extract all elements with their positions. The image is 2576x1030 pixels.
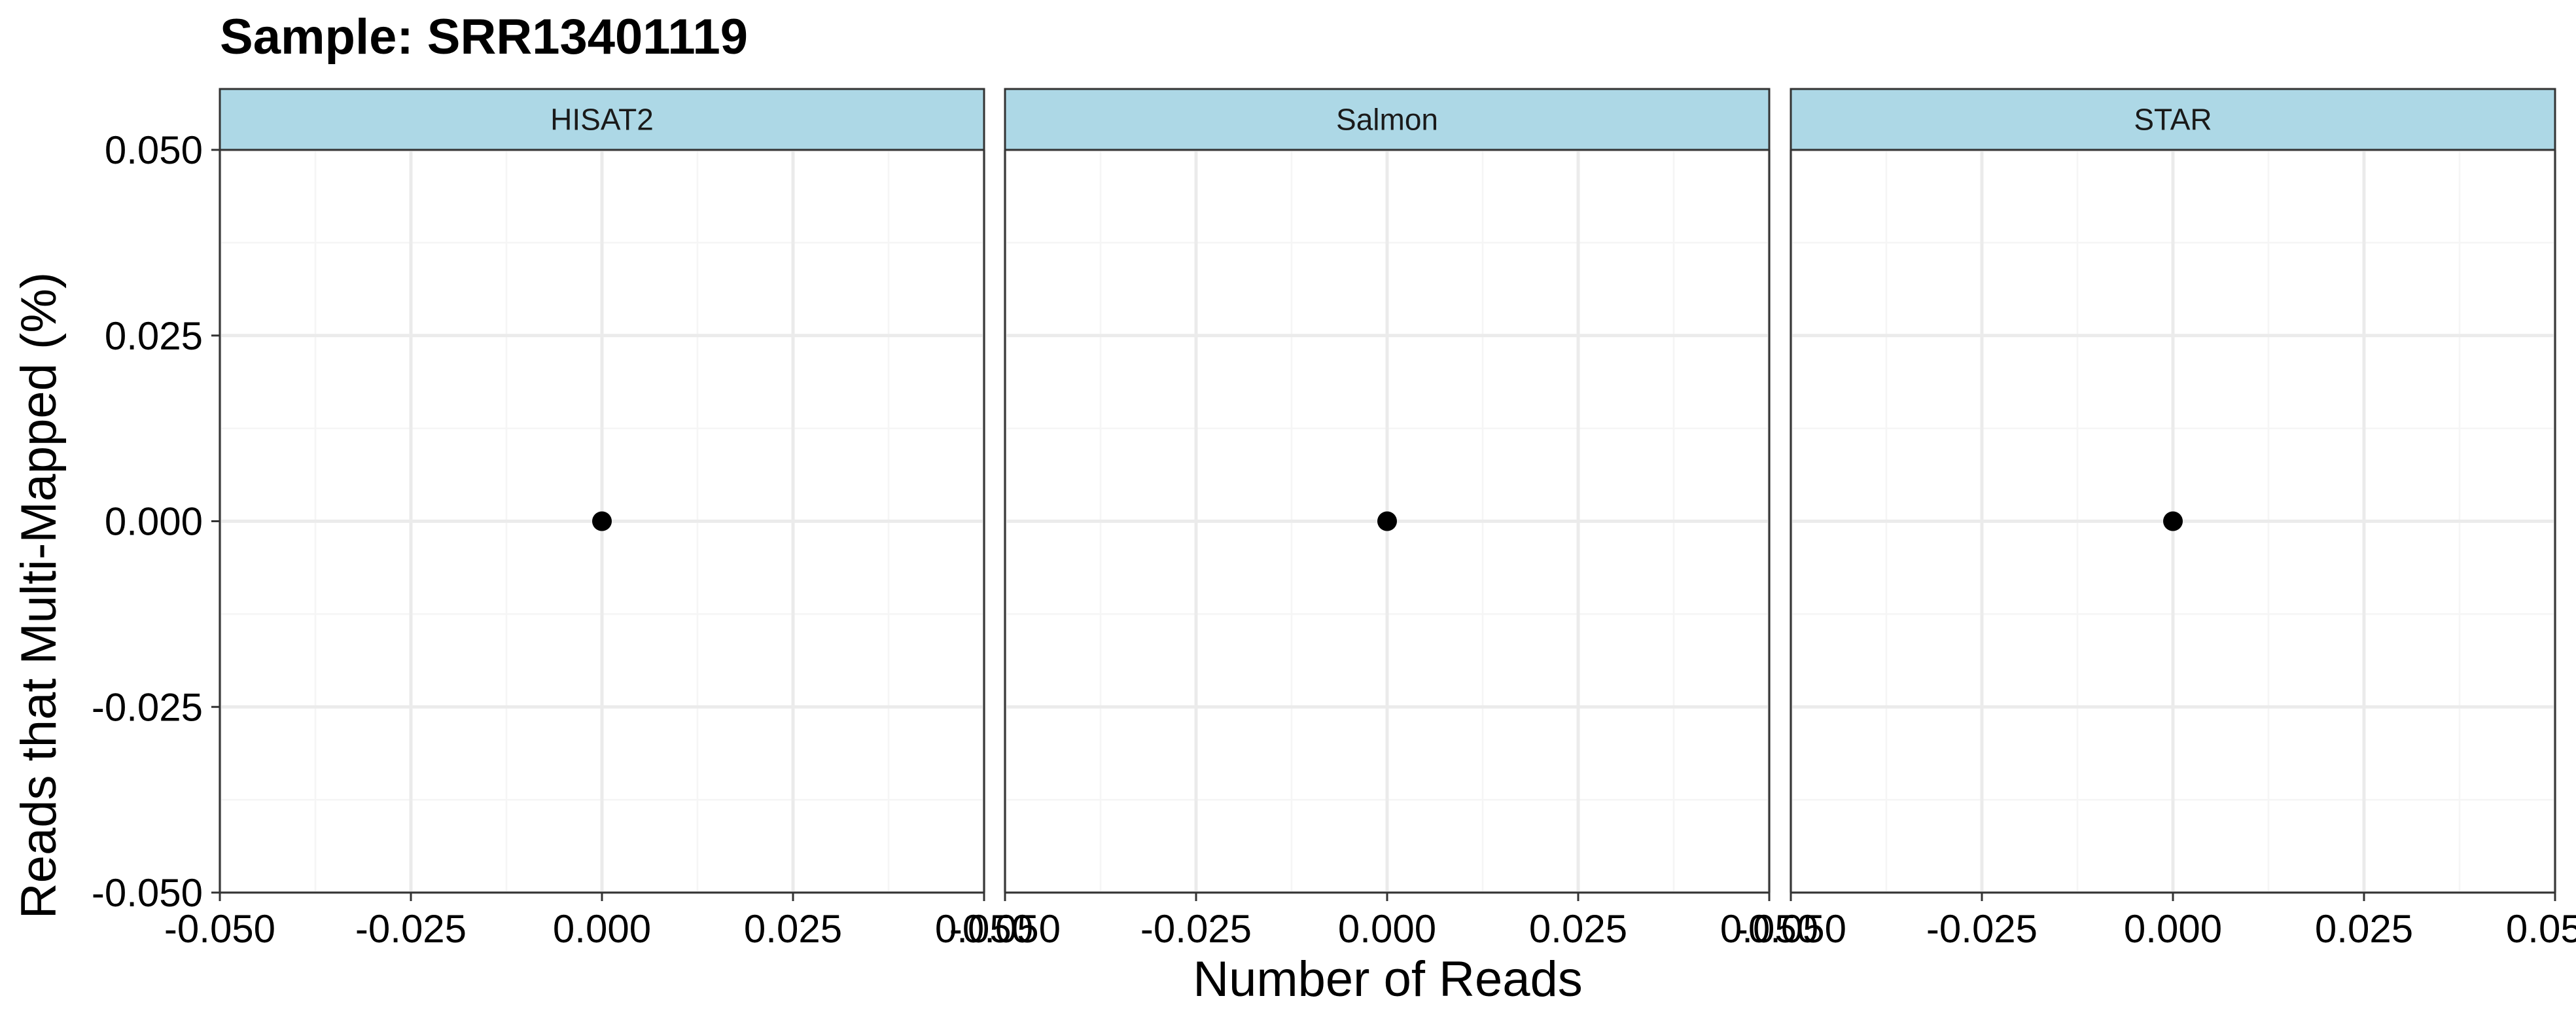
facet-strip-label: Salmon [1336, 103, 1438, 137]
x-tick-label: 0.000 [2124, 907, 2222, 951]
x-tick-label: -0.025 [1926, 907, 2038, 951]
y-axis-title: Reads that Multi-Mapped (%) [11, 272, 67, 919]
x-tick-label: 0.025 [1529, 907, 1627, 951]
x-tick-label: 0.025 [2315, 907, 2413, 951]
y-tick-label: 0.025 [105, 314, 203, 358]
facet-panel-salmon: Salmon [1003, 88, 1771, 895]
chart-title: Sample: SRR13401119 [220, 9, 748, 65]
y-tick-label: -0.050 [92, 871, 203, 915]
x-tick-label: 0.050 [2506, 907, 2576, 951]
x-axis: -0.050 -0.025 0.000 0.025 0.050-0.050 -0.025 0… [164, 893, 2576, 951]
facet-panel-star: STAR [1789, 88, 2557, 895]
x-tick-label: 0.050 [1720, 907, 1818, 951]
facet-strip [219, 88, 985, 151]
data-point [1377, 511, 1397, 531]
y-tick-label: -0.025 [92, 685, 203, 729]
x-tick-label: 0.025 [744, 907, 842, 951]
x-tick-label: -0.050 [949, 907, 1061, 951]
facet-strip-label: STAR [2134, 103, 2212, 137]
y-tick-label: 0.050 [105, 128, 203, 172]
x-tick-label: 0.000 [1338, 907, 1436, 951]
facet-panels: HISAT2 Salmon STAR [218, 88, 2557, 895]
x-tick-label: -0.025 [355, 907, 467, 951]
x-tick-label: -0.025 [1140, 907, 1252, 951]
x-tick-label: -0.050 [1735, 907, 1846, 951]
data-point [592, 511, 612, 531]
x-tick-label: 0.000 [553, 907, 651, 951]
x-tick-label: 0.050 [935, 907, 1033, 951]
y-tick-label: 0.000 [105, 500, 203, 544]
facet-strip [1790, 88, 2556, 151]
x-axis-title: Number of Reads [1193, 951, 1583, 1007]
facet-panel-hisat2: HISAT2 [218, 88, 986, 895]
y-axis: 0.050 0.025 0.000 -0.025 -0.050 [92, 128, 220, 915]
data-point [2163, 511, 2183, 531]
facet-strip-label: HISAT2 [550, 103, 654, 137]
x-tick-label: -0.050 [164, 907, 275, 951]
facet-strip [1004, 88, 1771, 151]
